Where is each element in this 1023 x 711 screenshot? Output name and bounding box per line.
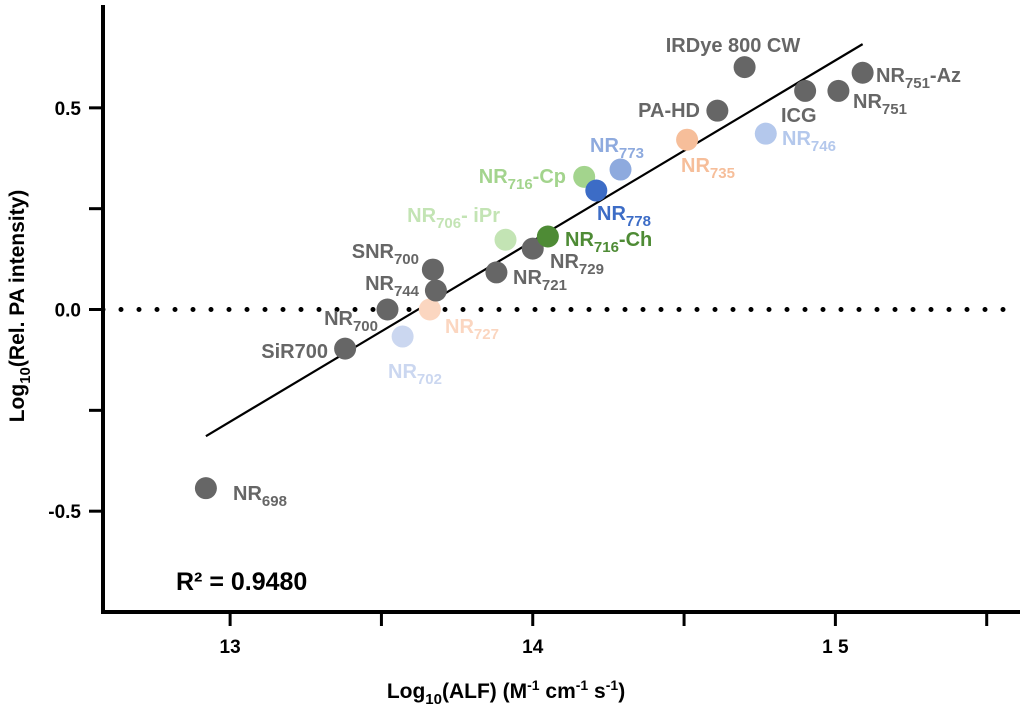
point-label: NR746 — [782, 128, 836, 155]
point-label: NR702 — [388, 361, 442, 388]
point-label: ICG — [781, 105, 817, 127]
data-point — [676, 128, 699, 151]
point-label: SNR700 — [352, 241, 419, 268]
data-point — [485, 261, 508, 284]
data-point — [609, 158, 632, 181]
data-point — [706, 99, 729, 122]
marks — [194, 43, 874, 500]
point-label: NR751 — [853, 91, 907, 118]
point-label: NR706- iPr — [407, 205, 500, 232]
data-point — [334, 337, 357, 360]
data-point — [521, 237, 544, 260]
data-point — [794, 79, 817, 102]
data-point — [424, 279, 447, 302]
point-label: NR698 — [233, 483, 287, 510]
data-point — [536, 225, 559, 248]
x-tick-label: 13 — [220, 637, 241, 658]
data-point — [376, 298, 399, 321]
point-label: NR751-Az — [876, 65, 961, 92]
point-label: NR778 — [597, 203, 651, 230]
data-point — [194, 477, 217, 500]
data-point — [827, 79, 850, 102]
data-point — [421, 258, 444, 281]
data-point — [851, 61, 874, 84]
y-axis-label: Log10(Rel. PA intensity) — [6, 190, 34, 423]
x-tick-label: 1 5 — [822, 637, 849, 658]
point-label: NR700 — [324, 308, 378, 335]
x-tick-label: 14 — [522, 637, 544, 658]
point-label: NR744 — [365, 273, 420, 300]
data-point — [585, 179, 608, 202]
point-label: NR721 — [513, 267, 567, 294]
point-labels: NR698 SiR700 NR702 NR700 NR727 NR744 SNR700 NR7… — [233, 35, 961, 510]
data-point — [733, 56, 756, 79]
data-point — [391, 325, 414, 348]
data-point — [418, 298, 441, 321]
point-label: NR716-Cp — [479, 166, 566, 193]
x-axis-label: Log10(ALF) (M-1 cm-1 s-1) — [387, 677, 625, 706]
r-squared-annotation: R² = 0.9480 — [176, 568, 307, 596]
data-point — [754, 122, 777, 145]
point-label: IRDye 800 CW — [666, 35, 801, 57]
point-label: PA-HD — [638, 100, 700, 122]
y-tick-label: 0.5 — [55, 99, 82, 120]
y-tick-label: -0.5 — [48, 502, 81, 523]
point-label: SiR700 — [261, 341, 328, 363]
axes: 13 14 1 5 -0.5 0.0 0.5 — [48, 5, 1020, 658]
point-label: NR773 — [590, 135, 644, 162]
y-tick-label: 0.0 — [55, 301, 81, 322]
data-point — [494, 228, 517, 251]
point-label: NR727 — [445, 316, 499, 343]
point-label: NR716-Ch — [565, 229, 652, 256]
point-label: NR729 — [550, 251, 604, 278]
point-label: NR735 — [681, 155, 735, 182]
